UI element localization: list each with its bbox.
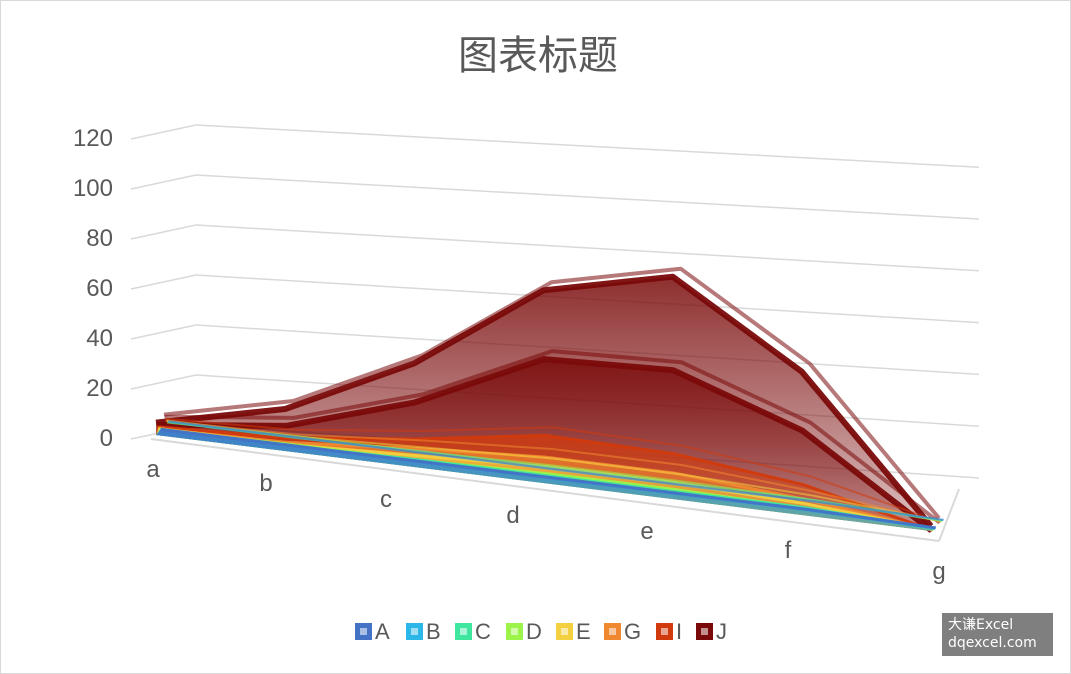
gridline-left [130,174,197,190]
legend-label-C: C [475,619,491,644]
chart-title: 图表标题 [458,33,618,79]
floor-front-edge [150,438,940,542]
watermark-line1: 大谦Excel [948,617,1014,633]
legend-swatch-highlight [511,628,518,635]
legend-swatch-highlight [701,628,708,635]
x-tick-label: b [259,470,272,497]
legend-label-E: E [576,619,591,644]
x-tick-label: a [146,456,160,483]
x-tick-label: e [640,518,653,545]
legend-label-J: J [716,619,727,644]
legend-swatch-highlight [360,628,367,635]
y-tick-label: 120 [73,125,113,152]
series-line-J [156,356,934,533]
series-layer [155,266,944,533]
series-ridge-J [164,349,941,525]
x-tick-label: d [506,502,519,529]
y-tick-label: 20 [86,375,113,402]
gridline-left [130,124,197,140]
legend-label-G: G [624,619,641,644]
y-tick-label: 40 [86,325,113,352]
x-tick-label: c [380,486,392,513]
gridline-left [130,324,197,340]
series-ridge-top [163,266,941,520]
y-tick-label: 80 [86,225,113,252]
legend-swatch-highlight [460,628,467,635]
x-axis: a b c d e f g [146,456,945,585]
legend-label-D: D [526,619,542,644]
gridline-left [130,374,197,390]
gridline [195,224,980,272]
legend-swatch-highlight [411,628,418,635]
series-ridge-G [165,419,942,523]
legend-label-B: B [426,619,441,644]
legend-label-A: A [375,619,390,644]
legend-swatch-highlight [661,628,668,635]
gridline [195,174,980,220]
x-tick-label: f [785,537,792,564]
floor-right-edge [938,488,960,542]
series-ridge-A [168,420,944,521]
watermark: 大谦Excel dqexcel.com [942,613,1053,656]
x-tick-label: g [932,558,945,585]
series-line-top [155,273,934,529]
watermark-line2: dqexcel.com [948,635,1037,651]
y-tick-label: 0 [100,425,113,452]
legend-label-I: I [676,619,682,644]
y-tick-label: 60 [86,275,113,302]
gridline-left [130,224,197,240]
y-tick-label: 100 [73,175,113,202]
series-area-A [156,429,936,531]
gridline [195,124,980,168]
series-ridge-I [165,417,941,524]
legend-swatch-highlight [561,628,568,635]
y-axis-ticks: 0 20 40 60 80 100 120 [73,125,113,452]
series-line-A [160,427,937,530]
gridline-left [130,274,197,290]
legend-swatch-highlight [609,628,616,635]
